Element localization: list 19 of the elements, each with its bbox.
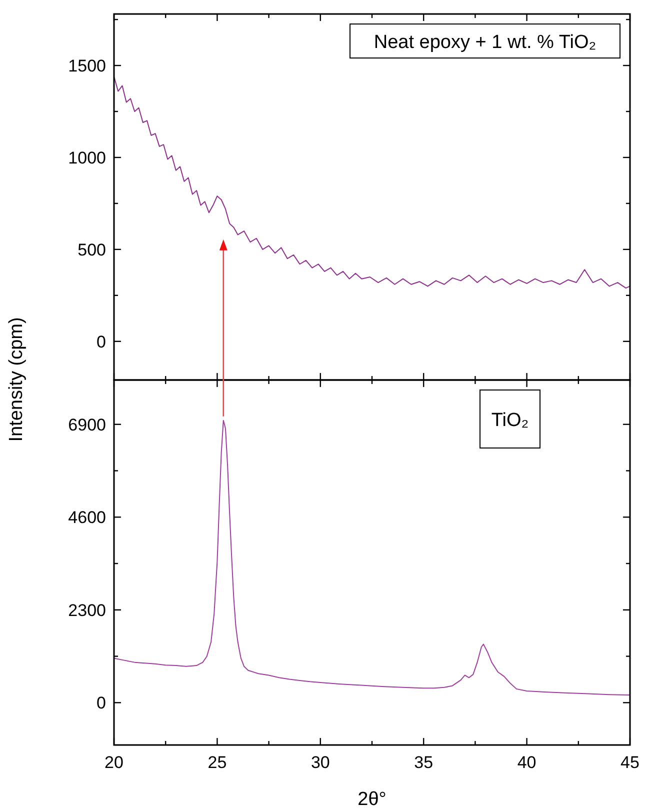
x-tick-label: 45 [620,753,640,772]
annotation: TiO₂ [491,410,529,431]
x-tick-label: 25 [208,753,227,772]
y-tick-label: 6900 [68,415,106,434]
y-tick-label: 0 [96,332,106,352]
y-axis-title: Intensity (cpm) [6,317,27,442]
y-tick-label: 0 [96,694,106,713]
y-tick-label: 500 [78,240,106,260]
annotation: Neat epoxy + 1 wt. % TiO₂ [374,32,596,53]
x-tick-label: 35 [414,753,434,772]
x-tick-label: 20 [104,753,124,772]
y-tick-label: 2300 [68,600,106,620]
x-axis-title: 2θ° [358,789,386,810]
line-series [114,76,630,289]
y-tick-label: 1000 [68,148,106,168]
y-tick-label: 4600 [68,508,106,528]
x-tick-label: 30 [310,753,330,772]
y-tick-label: 1500 [68,56,106,76]
x-tick-label: 40 [517,753,536,772]
